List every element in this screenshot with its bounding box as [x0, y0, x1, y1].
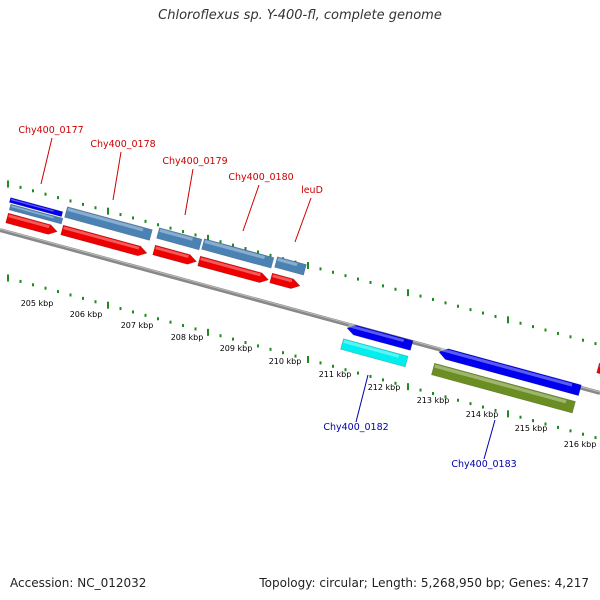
gene-steel-top: [8, 203, 64, 225]
gene-red-edge-shape: [596, 362, 600, 375]
gene-red-3: [152, 244, 198, 265]
gene-label-chy400-0177-leader: [40, 137, 53, 185]
gene-blue-1-shape: [346, 324, 414, 351]
gene-red-5-shine: [272, 274, 293, 283]
gene-blue-top: [8, 197, 64, 217]
gene-red-5-shape: [269, 272, 301, 289]
gene-olive-1: [431, 362, 576, 414]
outer-tick-track: [7, 180, 597, 346]
gene-red-1-shape: [5, 212, 58, 235]
gene-steel-top-shine: [11, 205, 54, 219]
gene-steel-1: [64, 206, 153, 241]
kbp-label: 216 kbp: [564, 440, 597, 449]
gene-steel-3-shape: [201, 238, 275, 269]
gene-label-chy400-0180-leader: [242, 184, 260, 232]
gene-steel-3: [201, 238, 275, 269]
gene-blue-2-shape: [438, 348, 582, 396]
inner-tick-track: [7, 274, 597, 440]
map-title: Chloroflexus sp. Y-400-fl, complete geno…: [158, 8, 442, 23]
kbp-label: 212 kbp: [368, 383, 401, 392]
gene-red-2-shine: [63, 226, 140, 250]
gene-blue-2-shine: [440, 347, 573, 387]
gene-red-edge: [596, 362, 600, 375]
gene-olive-1-shape: [431, 362, 576, 414]
kbp-label: 207 kbp: [121, 321, 154, 330]
kbp-label: 209 kbp: [220, 344, 253, 353]
kbp-label: 213 kbp: [417, 396, 450, 405]
gene-label-chy400-0179-leader: [184, 168, 194, 216]
feature-track: [5, 197, 600, 414]
gene-red-2: [60, 224, 148, 257]
gene-red-4: [197, 255, 270, 283]
gene-label-leud: leuD: [301, 185, 323, 196]
gene-red-3-shape: [152, 244, 198, 265]
gene-red-1-shine: [8, 214, 50, 229]
genome-summary: Topology: circular; Length: 5,268,950 bp…: [259, 576, 589, 590]
gene-label-chy400-0183: Chy400_0183: [451, 459, 516, 470]
gene-red-3-shine: [155, 246, 189, 259]
gene-steel-1-shine: [67, 207, 144, 232]
gene-red-4-shape: [197, 255, 270, 283]
kbp-label: 214 kbp: [466, 410, 499, 419]
gene-label-chy400-0179: Chy400_0179: [162, 156, 227, 167]
gene-label-chy400-0182: Chy400_0182: [323, 422, 388, 433]
kbp-label: 210 kbp: [269, 357, 302, 366]
gene-steel-4-shape: [274, 256, 307, 276]
gene-steel-2-shape: [156, 227, 203, 251]
gene-blue-top-shape: [8, 197, 64, 217]
gene-blue-top-shine: [10, 198, 54, 212]
gene-label-leud-leader: [294, 197, 312, 243]
gene-cyan-1-shape: [340, 338, 409, 368]
gene-steel-top-shape: [8, 203, 64, 225]
kbp-label: 205 kbp: [21, 299, 54, 308]
kbp-label: 206 kbp: [70, 310, 103, 319]
gene-label-chy400-0178: Chy400_0178: [90, 139, 155, 150]
gene-cyan-1-shine: [343, 339, 400, 358]
gene-red-5: [269, 272, 301, 289]
accession-label: Accession: NC_012032: [10, 576, 147, 590]
kbp-label: 211 kbp: [319, 370, 352, 379]
gene-steel-4-shine: [277, 257, 298, 267]
gene-steel-4: [274, 256, 307, 276]
gene-red-2-shape: [60, 224, 148, 257]
gene-label-chy400-0182-leader: [355, 374, 369, 423]
label-leaders: Chy400_0177Chy400_0178Chy400_0179Chy400_…: [18, 125, 516, 470]
gene-red-1: [5, 212, 58, 235]
gene-blue-1-shine: [348, 324, 405, 343]
gene-steel-1-shape: [64, 206, 153, 241]
gene-label-chy400-0177: Chy400_0177: [18, 125, 83, 136]
kbp-label: 208 kbp: [171, 333, 204, 342]
kbp-scale: 205 kbp 206 kbp 207 kbp 208 kbp 209 kbp 210 k…: [21, 299, 597, 449]
gene-blue-1: [346, 324, 414, 351]
gene-steel-3-shine: [204, 239, 265, 260]
gene-label-chy400-0180: Chy400_0180: [228, 172, 293, 183]
gene-blue-2: [438, 347, 582, 396]
gene-steel-2: [156, 227, 203, 251]
kbp-label: 215 kbp: [515, 424, 548, 433]
gene-cyan-1: [340, 338, 409, 368]
gene-label-chy400-0178-leader: [112, 151, 122, 201]
gene-steel-2-shine: [159, 228, 193, 241]
gene-label-chy400-0183-leader: [483, 419, 496, 460]
gene-olive-1-shine: [434, 364, 567, 404]
gene-red-4-shine: [200, 257, 261, 277]
